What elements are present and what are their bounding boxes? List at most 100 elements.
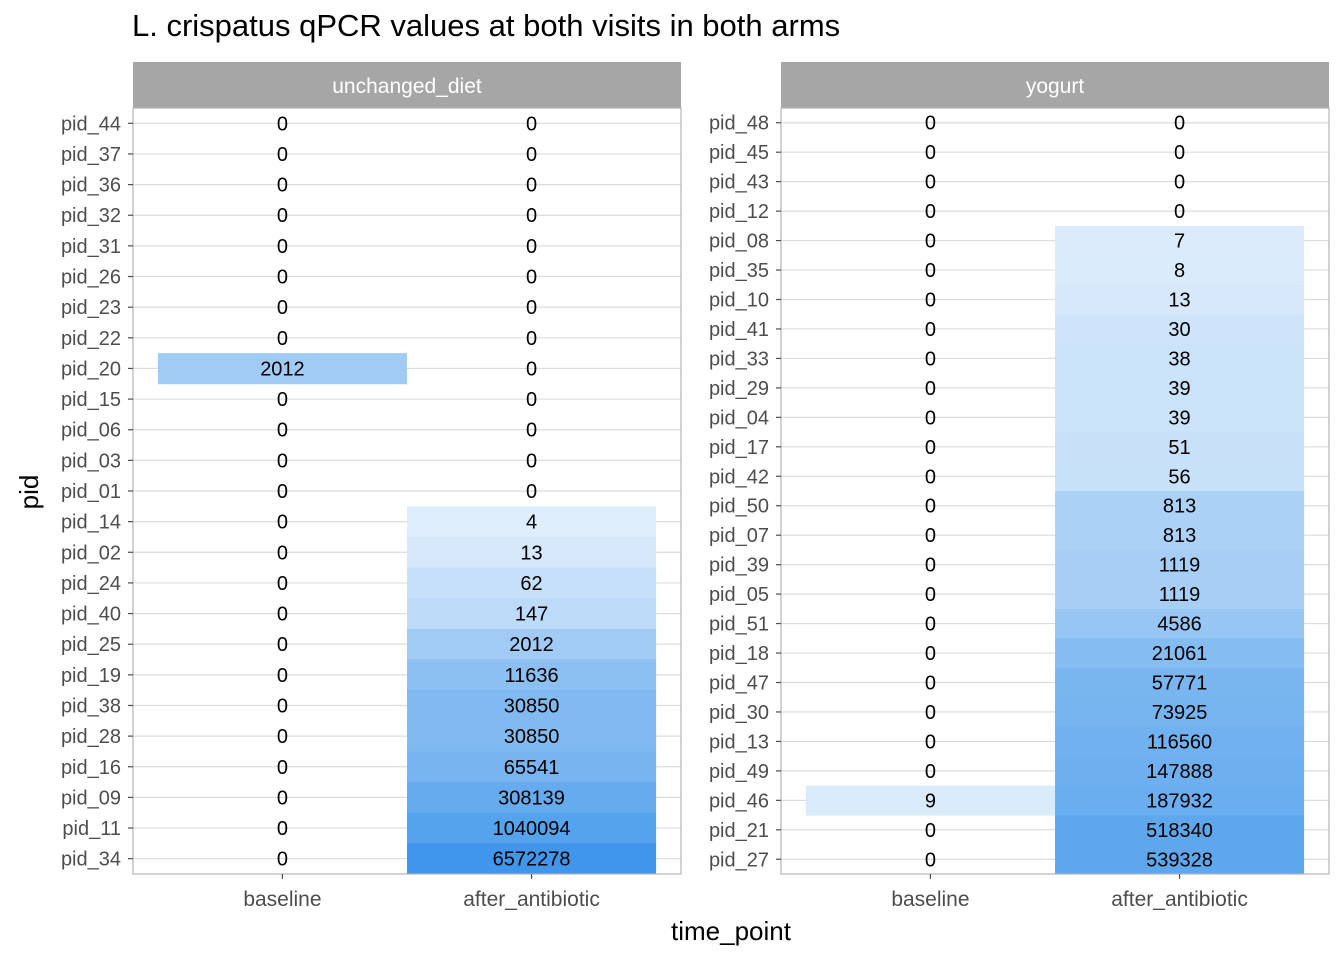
cell-value-label: 4586 <box>1157 614 1202 636</box>
cell-value-label: 56 <box>1168 466 1190 488</box>
y-tick-label: pid_23 <box>61 297 121 319</box>
cell-value-label: 0 <box>277 695 288 717</box>
cell-value-label: 4 <box>526 512 537 534</box>
cell-value-label: 51 <box>1168 437 1190 459</box>
y-tick-label: pid_20 <box>61 358 121 380</box>
y-tick-label: pid_09 <box>61 787 121 809</box>
heat-tile <box>407 720 657 752</box>
y-tick-label: pid_17 <box>709 437 769 459</box>
cell-value-label: 6572278 <box>493 849 571 871</box>
cell-value-label: 0 <box>925 584 936 606</box>
cell-value-label: 39 <box>1168 407 1190 429</box>
cell-value-label: 0 <box>925 319 936 341</box>
cell-value-label: 0 <box>277 634 288 656</box>
cell-value-label: 0 <box>925 290 936 312</box>
y-tick-label: pid_16 <box>61 757 121 779</box>
facet-panel-unchanged_diet: unchanged_diet 0 0 0 0 0 0 0 0 0 0 0 0 0 0 0 0 2012 0 0 0 0 0 0… <box>61 62 682 911</box>
cell-value-label: 0 <box>526 328 537 350</box>
cell-value-label: 0 <box>277 604 288 626</box>
heat-tile <box>407 506 657 538</box>
cell-value-label: 0 <box>277 205 288 227</box>
cell-value-label: 308139 <box>498 787 565 809</box>
cell-value-label: 0 <box>526 450 537 472</box>
cell-value-label: 65541 <box>504 757 560 779</box>
cell-value-label: 0 <box>526 205 537 227</box>
heat-tile <box>1055 284 1305 315</box>
heat-tile <box>1055 373 1305 404</box>
heat-tile <box>407 782 657 814</box>
cell-value-label: 0 <box>925 643 936 665</box>
cell-value-label: 0 <box>925 260 936 282</box>
heat-tile <box>1055 579 1305 610</box>
cell-value-label: 147888 <box>1146 761 1213 783</box>
cell-value-label: 147 <box>515 604 548 626</box>
cell-value-label: 0 <box>925 201 936 223</box>
heat-tile <box>1055 314 1305 345</box>
y-tick-label: pid_25 <box>61 634 121 656</box>
cell-value-label: 62 <box>520 573 542 595</box>
heat-tile <box>1055 343 1305 374</box>
facet-strip <box>133 62 681 108</box>
cell-value-label: 21061 <box>1152 643 1208 665</box>
cell-value-label: 30 <box>1168 319 1190 341</box>
y-tick-label: pid_27 <box>709 849 769 871</box>
y-tick-label: pid_07 <box>709 525 769 547</box>
cell-value-label: 0 <box>277 144 288 166</box>
heat-tile <box>1055 785 1305 816</box>
y-tick-label: pid_04 <box>709 407 769 429</box>
cell-value-label: 0 <box>526 267 537 289</box>
cell-value-label: 1119 <box>1159 555 1201 577</box>
cell-value-label: 0 <box>277 267 288 289</box>
cell-value-label: 0 <box>526 175 537 197</box>
cell-value-label: 0 <box>277 328 288 350</box>
cell-value-label: 2012 <box>260 358 305 380</box>
y-tick-label: pid_47 <box>709 673 769 695</box>
heat-tile <box>157 353 407 385</box>
cell-value-label: 0 <box>277 512 288 534</box>
y-tick-label: pid_28 <box>61 726 121 748</box>
y-tick-label: pid_34 <box>61 849 121 871</box>
cell-value-label: 39 <box>1168 378 1190 400</box>
heat-tile <box>407 843 657 875</box>
cell-value-label: 518340 <box>1146 820 1213 842</box>
heat-tile <box>1055 432 1305 463</box>
cell-value-label: 0 <box>1174 172 1185 194</box>
y-axis-title: pid <box>14 475 44 510</box>
x-axis-title: time_point <box>671 916 792 946</box>
cell-value-label: 0 <box>1174 142 1185 164</box>
cell-value-label: 0 <box>925 496 936 518</box>
y-tick-label: pid_43 <box>709 172 769 194</box>
cell-value-label: 539328 <box>1146 849 1213 871</box>
heat-tile <box>1055 608 1305 639</box>
cell-value-label: 0 <box>277 787 288 809</box>
cell-value-label: 0 <box>277 665 288 687</box>
cell-value-label: 0 <box>925 437 936 459</box>
cell-value-label: 187932 <box>1146 790 1213 812</box>
cell-value-label: 38 <box>1168 348 1190 370</box>
y-tick-label: pid_36 <box>61 175 121 197</box>
y-tick-label: pid_44 <box>61 113 121 135</box>
cell-value-label: 0 <box>277 236 288 258</box>
y-tick-label: pid_46 <box>709 790 769 812</box>
cell-value-label: 0 <box>277 297 288 319</box>
cell-value-label: 0 <box>925 525 936 547</box>
y-tick-label: pid_14 <box>61 512 121 534</box>
y-tick-label: pid_12 <box>709 201 769 223</box>
y-tick-label: pid_02 <box>61 542 121 564</box>
heat-tile <box>1055 549 1305 580</box>
cell-value-label: 0 <box>925 113 936 135</box>
heat-tile <box>1055 667 1305 698</box>
y-tick-label: pid_22 <box>61 328 121 350</box>
cell-value-label: 116560 <box>1147 731 1212 753</box>
cell-value-label: 57771 <box>1152 673 1208 695</box>
cell-value-label: 0 <box>277 818 288 840</box>
heat-tile <box>805 785 1055 816</box>
cell-value-label: 0 <box>526 420 537 442</box>
cell-value-label: 1040094 <box>493 818 571 840</box>
cell-value-label: 13 <box>520 542 542 564</box>
cell-value-label: 0 <box>526 389 537 411</box>
heat-tile <box>407 812 657 844</box>
y-tick-label: pid_38 <box>61 695 121 717</box>
y-tick-label: pid_33 <box>709 348 769 370</box>
heat-tile <box>1055 225 1305 256</box>
